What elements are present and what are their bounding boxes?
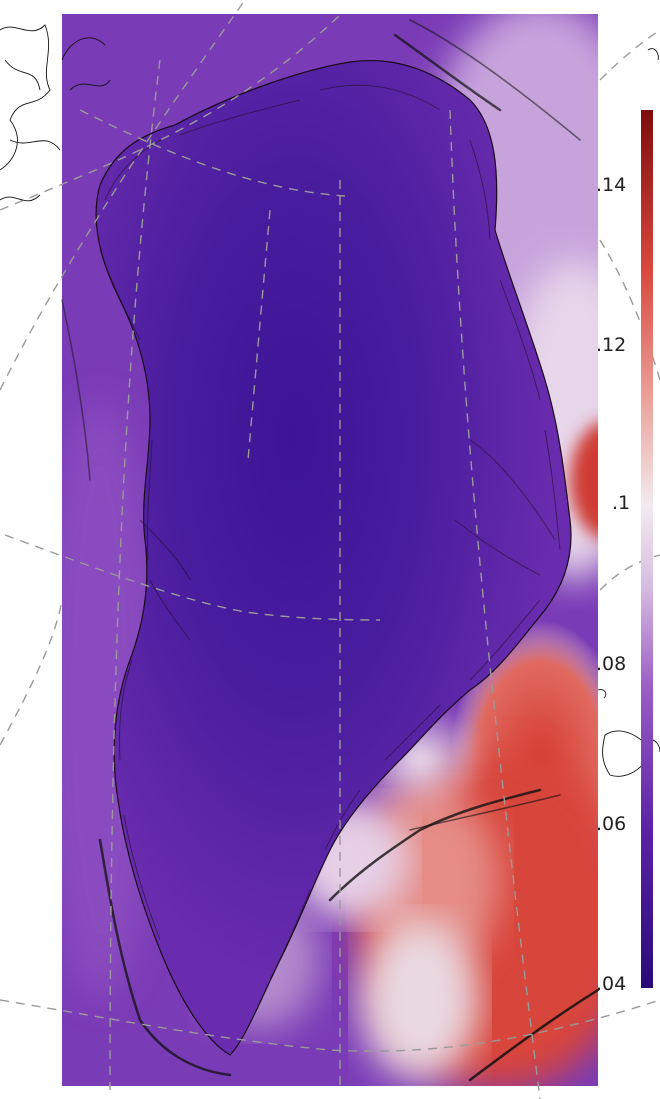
colorbar-tick-label: .06 — [596, 813, 627, 835]
colorbar-tick-label: .12 — [596, 334, 627, 356]
colorbar-tick-label: .04 — [596, 973, 627, 995]
colorbar-tick-label: .1 — [612, 492, 631, 514]
greenland-landmass — [95, 60, 572, 1056]
colorbar-tick-label: .14 — [596, 174, 627, 196]
colorbar-tick-label: .08 — [596, 653, 627, 675]
coastline-outlines — [0, 24, 660, 777]
colorbar — [641, 110, 653, 988]
coastal-texture — [99, 84, 561, 981]
ocean-edges — [61, 19, 600, 1082]
